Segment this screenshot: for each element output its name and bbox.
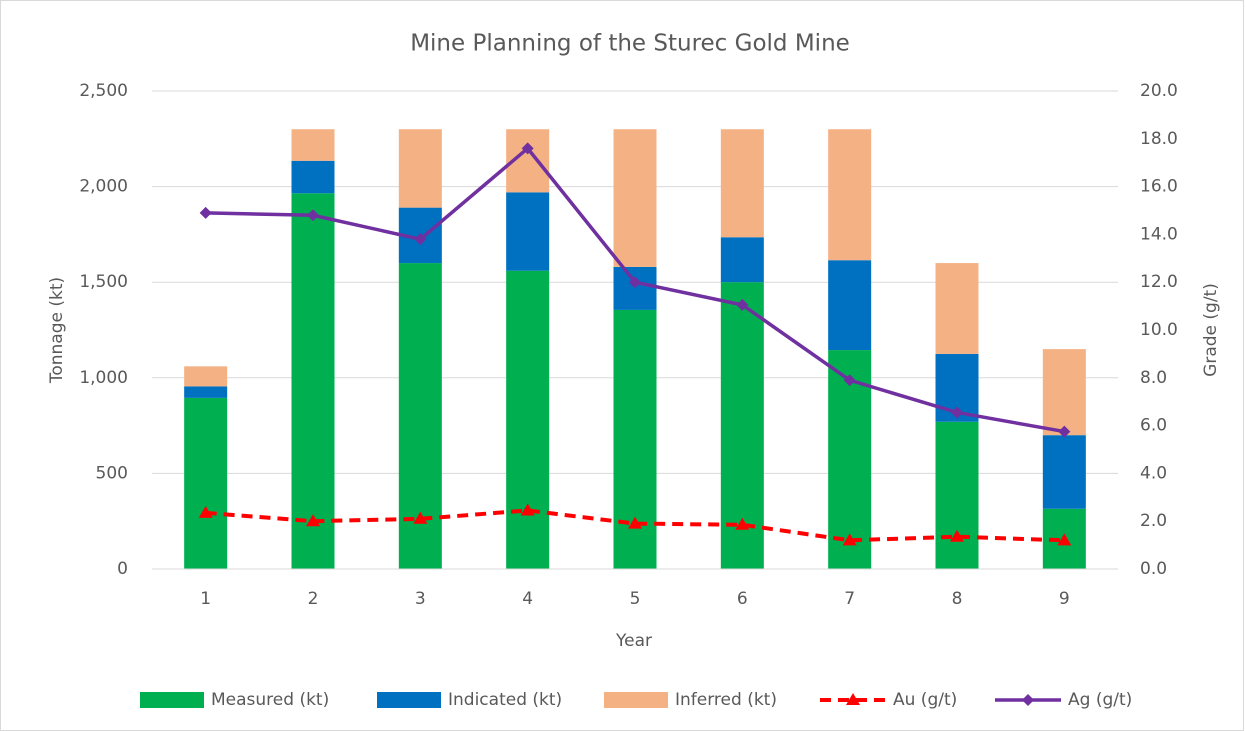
legend-swatch <box>140 692 204 708</box>
x-tick-label: 1 <box>200 589 211 609</box>
x-axis-label: Year <box>615 631 652 651</box>
y-axis-label: Tonnage (kt) <box>47 277 67 384</box>
legend-label: Inferred (kt) <box>675 690 777 710</box>
chart-title: Mine Planning of the Sturec Gold Mine <box>410 31 850 57</box>
legend-label: Au (g/t) <box>893 690 957 710</box>
x-tick-label: 6 <box>737 589 748 609</box>
bar-segment <box>506 270 550 569</box>
x-tick-label: 9 <box>1059 589 1070 609</box>
point <box>199 206 212 219</box>
y-tick-label: 500 <box>96 463 128 483</box>
bar-segment <box>1042 349 1086 436</box>
y2-tick-label: 16.0 <box>1140 177 1178 197</box>
point <box>629 276 641 289</box>
bar-segment <box>184 366 228 387</box>
point <box>306 514 320 527</box>
y-tick-label: 1,000 <box>79 368 128 388</box>
point <box>1058 425 1071 438</box>
legend-marker <box>846 693 860 705</box>
y2-tick-label: 20.0 <box>1140 81 1178 101</box>
bar-segment <box>613 309 657 569</box>
x-tick-label: 3 <box>415 589 426 609</box>
bar-segment <box>291 193 335 570</box>
bar-segment <box>184 386 228 398</box>
bar-segment <box>398 129 442 208</box>
bar-segment <box>828 350 872 569</box>
bar-segment <box>935 263 979 354</box>
legend-marker <box>1022 694 1034 706</box>
point <box>951 406 963 419</box>
bar-segment <box>720 129 764 238</box>
y2-tick-label: 12.0 <box>1140 272 1178 292</box>
y2-tick-label: 14.0 <box>1140 224 1178 244</box>
bar-segment <box>291 160 335 194</box>
point <box>950 529 964 542</box>
bar-segment <box>506 192 550 271</box>
x-tick-label: 7 <box>844 589 855 609</box>
point <box>413 511 428 524</box>
y2-tick-label: 4.0 <box>1140 463 1167 483</box>
y2-tick-label: 0.0 <box>1140 559 1167 579</box>
y-tick-label: 1,500 <box>79 272 128 292</box>
x-tick-label: 5 <box>630 589 641 609</box>
y2-axis-label: Grade (g/t) <box>1201 283 1221 377</box>
bar-segment <box>828 129 872 261</box>
legend-label: Indicated (kt) <box>448 690 562 710</box>
point <box>843 374 856 387</box>
point <box>198 505 213 518</box>
bar-segment <box>720 237 764 283</box>
legend-swatch <box>604 692 668 708</box>
y-tick-label: 0 <box>117 559 128 579</box>
bar-segment <box>1042 435 1086 509</box>
point <box>628 516 642 529</box>
point <box>520 503 535 516</box>
x-tick-label: 4 <box>522 589 533 609</box>
bar-segment <box>935 421 979 569</box>
legend-label: Measured (kt) <box>211 690 329 710</box>
point <box>842 533 857 546</box>
point <box>521 142 534 155</box>
bar-segment <box>291 129 335 161</box>
y2-tick-label: 10.0 <box>1140 320 1178 340</box>
point <box>307 209 319 222</box>
point <box>736 298 749 311</box>
y2-tick-label: 18.0 <box>1140 129 1178 149</box>
y-tick-label: 2,000 <box>79 177 128 197</box>
y2-tick-label: 8.0 <box>1140 368 1167 388</box>
point <box>735 517 750 530</box>
y2-tick-label: 6.0 <box>1140 416 1167 436</box>
bar-segment <box>613 129 657 267</box>
point <box>1057 533 1072 546</box>
legend-label: Ag (g/t) <box>1068 690 1132 710</box>
x-tick-label: 8 <box>952 589 963 609</box>
point <box>414 233 427 246</box>
y-tick-label: 2,500 <box>79 81 128 101</box>
bar-segment <box>613 266 657 310</box>
bar-segment <box>184 397 228 569</box>
bar-segment <box>828 260 872 351</box>
x-tick-label: 2 <box>308 589 319 609</box>
legend-swatch <box>377 692 441 708</box>
y2-tick-label: 2.0 <box>1140 511 1167 531</box>
